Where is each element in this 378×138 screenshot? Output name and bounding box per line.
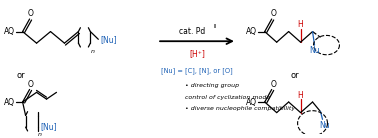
Text: O: O — [28, 80, 34, 89]
Text: [Nu] = [C], [N], or [O]: [Nu] = [C], [N], or [O] — [161, 67, 233, 74]
Text: O: O — [28, 9, 34, 18]
Text: AQ: AQ — [246, 27, 257, 36]
Text: AQ: AQ — [4, 98, 15, 107]
Text: AQ: AQ — [4, 27, 15, 36]
Text: [H⁺]: [H⁺] — [189, 49, 205, 58]
Text: [Nu]: [Nu] — [100, 35, 117, 44]
Text: II: II — [214, 24, 217, 29]
Text: H: H — [298, 20, 304, 29]
Text: • diverse nucleophile compatibility: • diverse nucleophile compatibility — [185, 106, 295, 111]
Text: control of cyclization mode: control of cyclization mode — [185, 95, 270, 100]
Text: n: n — [90, 49, 94, 54]
Text: or: or — [16, 71, 25, 80]
Text: or: or — [290, 71, 299, 80]
Text: Nu: Nu — [309, 46, 320, 55]
Text: • directing group: • directing group — [185, 83, 239, 88]
Text: O: O — [271, 80, 277, 89]
Text: AQ: AQ — [246, 98, 257, 107]
Text: [Nu]: [Nu] — [40, 122, 57, 131]
Text: H: H — [298, 91, 304, 100]
Text: cat. Pd: cat. Pd — [179, 27, 205, 36]
Text: Nu: Nu — [319, 121, 330, 130]
Text: n: n — [37, 132, 42, 137]
Text: O: O — [271, 9, 277, 18]
